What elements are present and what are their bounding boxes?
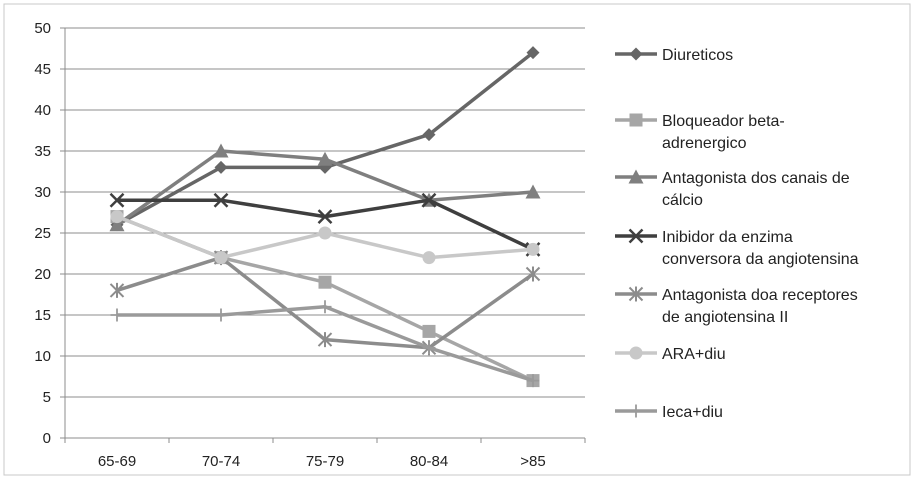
axes: 0 5 10 15 20 25 30 35 40 45 50 65-69 70-74 75-79 80-84… — [34, 20, 586, 470]
data-point — [525, 266, 541, 282]
legend-label: adrenergico — [662, 135, 747, 152]
y-tick-label: 15 — [34, 307, 51, 324]
legend-item-6: ARA+diu — [615, 346, 726, 363]
data-point — [109, 282, 125, 298]
data-point-stroke — [214, 308, 228, 322]
legend-item-7: Ieca+diu — [615, 404, 723, 421]
data-point — [213, 143, 229, 158]
y-tick-label: 25 — [34, 225, 51, 242]
legend: Diureticos Bloqueador beta-adrenergico Ant… — [615, 47, 859, 421]
series-6 — [110, 210, 540, 265]
data-point — [317, 332, 333, 348]
legend-swatch-marker-stroke — [628, 228, 644, 244]
data-point — [214, 160, 228, 174]
data-point — [213, 192, 229, 208]
data-point — [526, 374, 540, 388]
x-tick-label: 65-69 — [98, 453, 136, 470]
y-tick-label: 20 — [34, 266, 51, 283]
data-point — [422, 128, 436, 142]
data-point-stroke — [526, 374, 540, 388]
data-point — [318, 226, 332, 240]
data-point — [318, 275, 332, 289]
legend-label: Ieca+diu — [662, 404, 723, 421]
data-point-stroke — [525, 266, 541, 282]
data-point-stroke — [421, 192, 437, 208]
data-point — [525, 184, 541, 199]
legend-swatch-marker — [628, 286, 644, 302]
data-point — [317, 151, 333, 166]
x-tick-label: >85 — [520, 453, 545, 470]
data-point — [317, 209, 333, 224]
data-point — [318, 300, 332, 314]
data-point-stroke — [213, 192, 229, 208]
y-tick-label: 0 — [43, 430, 51, 447]
data-point-stroke — [110, 308, 124, 322]
data-point — [526, 242, 540, 256]
data-point — [214, 251, 228, 265]
legend-label: Inibidor da enzima — [662, 229, 793, 246]
data-point — [422, 251, 436, 265]
data-point-stroke — [109, 192, 125, 208]
legend-swatch-marker — [629, 346, 643, 360]
legend-swatch-marker — [629, 404, 643, 418]
x-tick-label: 70-74 — [202, 453, 240, 470]
legend-item-1: Diureticos — [615, 47, 733, 64]
legend-label: conversora da angiotensina — [662, 251, 859, 268]
legend-swatch-marker — [629, 113, 643, 127]
data-point — [214, 308, 228, 322]
legend-swatch-marker — [628, 228, 644, 244]
legend-item-5: Antagonista doa receptores de angiotensin… — [615, 286, 858, 326]
data-point-stroke — [109, 282, 125, 298]
data-point — [110, 308, 124, 322]
legend-label: cálcio — [662, 192, 703, 209]
gridlines — [65, 27, 585, 398]
y-tick-label: 10 — [34, 348, 51, 365]
data-point — [526, 46, 540, 60]
legend-item-3: Antagonista dos canais de cálcio — [615, 169, 850, 209]
legend-label: Bloqueador beta- — [662, 113, 785, 130]
data-point-stroke — [317, 332, 333, 348]
data-point — [422, 324, 436, 338]
legend-swatch-marker — [629, 47, 643, 61]
data-point — [109, 217, 125, 232]
x-tick-label: 80-84 — [410, 453, 448, 470]
data-point — [110, 210, 124, 224]
legend-item-2: Bloqueador beta-adrenergico — [615, 113, 785, 152]
legend-item-4: Inibidor da enzima conversora da angioten… — [615, 228, 859, 268]
x-tick-label: 75-79 — [306, 453, 344, 470]
y-tick-label: 40 — [34, 102, 51, 119]
y-tick-label: 50 — [34, 20, 51, 37]
legend-swatch-marker-stroke — [629, 404, 643, 418]
legend-label: ARA+diu — [662, 346, 726, 363]
y-tick-label: 30 — [34, 184, 51, 201]
data-point — [421, 192, 437, 208]
y-tick-label: 35 — [34, 143, 51, 160]
series-3 — [109, 143, 541, 232]
series-7 — [110, 300, 540, 388]
y-tick-label: 5 — [43, 389, 51, 406]
data-point — [422, 341, 436, 355]
legend-label: de angiotensina II — [662, 309, 788, 326]
series-group — [109, 46, 541, 388]
data-point-stroke — [422, 341, 436, 355]
legend-swatch-marker-stroke — [628, 286, 644, 302]
legend-label: Antagonista dos canais de — [662, 170, 850, 187]
data-point-stroke — [317, 209, 333, 224]
legend-swatch-marker — [628, 169, 644, 184]
data-point-stroke — [318, 300, 332, 314]
legend-label: Antagonista doa receptores — [662, 287, 858, 304]
data-point — [109, 192, 125, 208]
legend-label: Diureticos — [662, 47, 733, 64]
y-tick-label: 45 — [34, 61, 51, 78]
